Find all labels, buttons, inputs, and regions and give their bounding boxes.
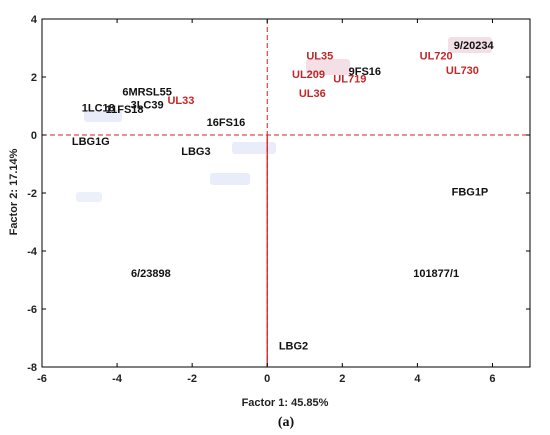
y-tick-label: 4 (31, 14, 38, 26)
figure-caption: (a) (278, 415, 295, 430)
y-tick-label: -8 (27, 362, 37, 374)
y-tick-label: -6 (27, 304, 37, 316)
point-label: LBG2 (279, 340, 308, 352)
point-label: UL35 (306, 50, 333, 62)
point-label: 16FS16 (207, 117, 246, 129)
point-label: 101877/1 (413, 268, 459, 280)
point-label: UL36 (299, 88, 326, 100)
y-tick-label: -2 (27, 188, 37, 200)
x-tick-label: -2 (187, 373, 197, 385)
y-tick-label: -4 (27, 246, 38, 258)
point-label: UL730 (446, 65, 479, 77)
point-label: 1LC18 (82, 102, 115, 114)
point-label: 6MRSL55 (122, 87, 172, 99)
reference-lines (42, 19, 530, 367)
y-axis-ticks: 4 2 0 -2 -4 -6 -8 (27, 14, 530, 374)
point-label: 9FS16 (349, 66, 381, 78)
x-tick-label: 6 (489, 373, 495, 385)
point-label: UL209 (292, 69, 325, 81)
point-label: UL720 (420, 50, 453, 62)
y-axis-label: Factor 2: 17.14% (8, 148, 20, 235)
x-tick-label: 4 (414, 373, 421, 385)
point-label: 3LC39 (131, 100, 164, 112)
point-label: 6/23898 (131, 268, 171, 280)
x-tick-label: 0 (264, 373, 270, 385)
point-label: 11FS18 (106, 104, 144, 116)
x-axis-label: Factor 1: 45.85% (242, 397, 329, 409)
x-tick-label: -6 (37, 373, 47, 385)
point-label: 9/20234 (454, 40, 495, 52)
x-tick-label: -4 (112, 373, 123, 385)
point-label: UL719 (333, 73, 366, 85)
point-label: LBG1G (72, 136, 110, 148)
x-axis-ticks: -6 -4 -2 0 2 4 6 (37, 19, 496, 385)
y-tick-label: 2 (31, 72, 37, 84)
x-tick-label: 2 (339, 373, 345, 385)
y-tick-label: 0 (31, 130, 37, 142)
point-label: UL33 (167, 95, 194, 107)
point-label: LBG3 (181, 146, 210, 158)
faint-label-shadows (76, 37, 492, 202)
point-label: FBG1P (452, 187, 489, 199)
